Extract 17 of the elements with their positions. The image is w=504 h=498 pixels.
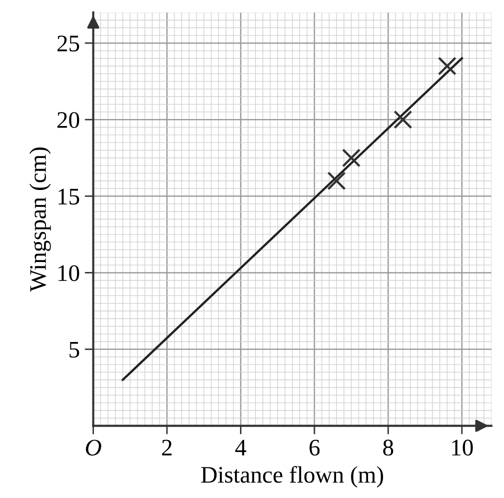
point — [438, 56, 456, 76]
x-tick-label: O — [86, 440, 102, 456]
y-tick-label: 10 — [58, 265, 80, 282]
y-tick-label: 15 — [58, 188, 80, 205]
y-axis-title: Wingspan (cm) — [29, 148, 51, 292]
y-tick-label: 5 — [70, 342, 80, 358]
y-tick-label: 20 — [57, 112, 80, 128]
x-tick-label: 6 — [310, 440, 320, 456]
x-axis-title: Distance flown (m) — [201, 466, 384, 488]
y-tick-label: 25 — [57, 36, 80, 52]
point — [394, 110, 412, 129]
x-tick-label: 8 — [383, 440, 394, 456]
x-tick-label: 10 — [452, 440, 473, 456]
point — [327, 172, 346, 190]
x-tick-label: 4 — [235, 440, 246, 456]
point — [342, 148, 361, 168]
x-tick-label: 2 — [162, 440, 172, 456]
